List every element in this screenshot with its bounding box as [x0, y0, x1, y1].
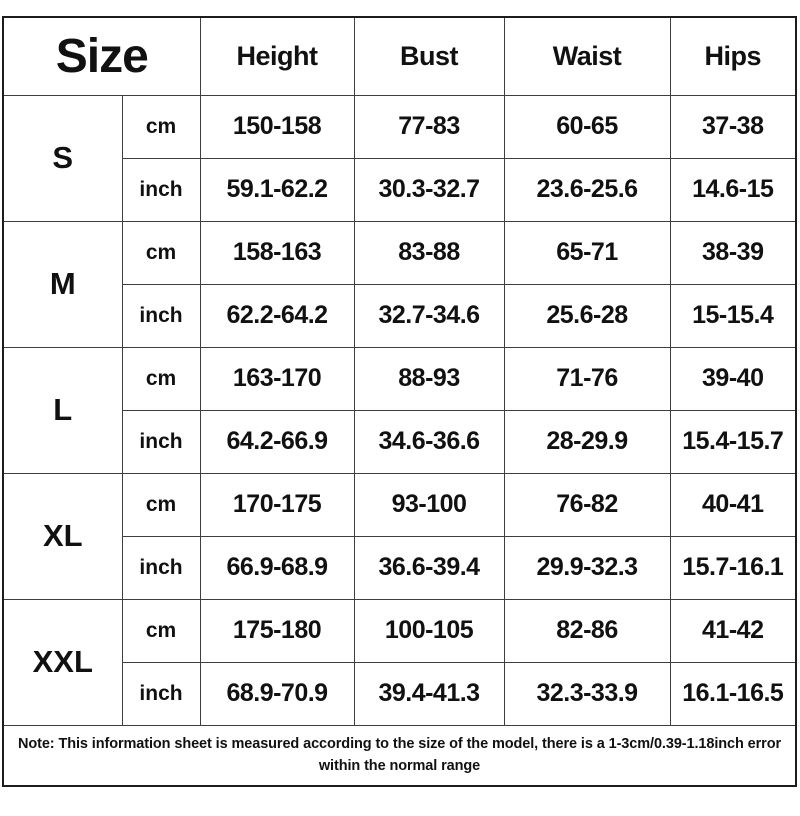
- value-cell: 38-39: [669, 220, 797, 285]
- value-cell: 83-88: [353, 220, 505, 285]
- value-cell: 71-76: [503, 346, 671, 411]
- table-row-xl-inch: inch 66.9-68.9 36.6-39.4 29.9-32.3 15.7-…: [3, 535, 797, 600]
- note: Note: This information sheet is measured…: [2, 724, 797, 787]
- size-label-xxl: XXL: [2, 598, 123, 726]
- value-cell: 14.6-15: [669, 157, 797, 222]
- value-cell: 39.4-41.3: [353, 661, 505, 726]
- unit-cell-inch: inch: [121, 283, 201, 348]
- size-label-s: S: [2, 94, 123, 222]
- table-row-xxl-inch: inch 68.9-70.9 39.4-41.3 32.3-33.9 16.1-…: [3, 661, 797, 726]
- value-cell: 15.4-15.7: [669, 409, 797, 474]
- size-chart-table: Size Height Bust Waist Hips S cm 150-158…: [2, 16, 798, 787]
- value-cell: 170-175: [199, 472, 355, 537]
- value-cell: 150-158: [199, 94, 355, 159]
- value-cell: 93-100: [353, 472, 505, 537]
- unit-cell-inch: inch: [121, 157, 201, 222]
- unit-cell-inch: inch: [121, 661, 201, 726]
- value-cell: 36.6-39.4: [353, 535, 505, 600]
- value-cell: 175-180: [199, 598, 355, 663]
- value-cell: 23.6-25.6: [503, 157, 671, 222]
- table-row-xxl-cm: XXL cm 175-180 100-105 82-86 41-42: [2, 598, 797, 726]
- table-row-m-inch: inch 62.2-64.2 32.7-34.6 25.6-28 15-15.4: [3, 283, 797, 348]
- size-label-l: L: [2, 346, 123, 474]
- table-row-l-inch: inch 64.2-66.9 34.6-36.6 28-29.9 15.4-15…: [3, 409, 797, 474]
- value-cell: 16.1-16.5: [669, 661, 797, 726]
- unit-cell-cm: cm: [121, 220, 201, 285]
- table-row-s-cm: S cm 150-158 77-83 60-65 37-38: [2, 94, 797, 222]
- column-header-height: Height: [199, 16, 355, 96]
- value-cell: 82-86: [503, 598, 671, 663]
- value-cell: 66.9-68.9: [199, 535, 355, 600]
- table-row-s-inch: inch 59.1-62.2 30.3-32.7 23.6-25.6 14.6-…: [3, 157, 797, 222]
- size-label-xl: XL: [2, 472, 123, 600]
- table-row-m-cm: M cm 158-163 83-88 65-71 38-39: [2, 220, 797, 348]
- value-cell: 62.2-64.2: [199, 283, 355, 348]
- unit-cell-cm: cm: [121, 94, 201, 159]
- value-cell: 15-15.4: [669, 283, 797, 348]
- value-cell: 34.6-36.6: [353, 409, 505, 474]
- unit-cell-inch: inch: [121, 535, 201, 600]
- value-cell: 76-82: [503, 472, 671, 537]
- column-header-hips: Hips: [669, 16, 797, 96]
- value-cell: 28-29.9: [503, 409, 671, 474]
- unit-cell-cm: cm: [121, 346, 201, 411]
- size-label-m: M: [2, 220, 123, 348]
- table-note-row: Note: This information sheet is measured…: [2, 724, 797, 787]
- value-cell: 30.3-32.7: [353, 157, 505, 222]
- value-cell: 59.1-62.2: [199, 157, 355, 222]
- size-header-cell: Size: [2, 16, 201, 96]
- table-row-xl-cm: XL cm 170-175 93-100 76-82 40-41: [2, 472, 797, 600]
- value-cell: 68.9-70.9: [199, 661, 355, 726]
- column-header-waist: Waist: [503, 16, 671, 96]
- value-cell: 39-40: [669, 346, 797, 411]
- value-cell: 163-170: [199, 346, 355, 411]
- value-cell: 60-65: [503, 94, 671, 159]
- unit-cell-inch: inch: [121, 409, 201, 474]
- value-cell: 88-93: [353, 346, 505, 411]
- column-header-bust: Bust: [353, 16, 505, 96]
- value-cell: 25.6-28: [503, 283, 671, 348]
- value-cell: 41-42: [669, 598, 797, 663]
- value-cell: 40-41: [669, 472, 797, 537]
- value-cell: 37-38: [669, 94, 797, 159]
- table-header-row: Size Height Bust Waist Hips: [2, 16, 797, 96]
- size-chart-page: Size Height Bust Waist Hips S cm 150-158…: [0, 16, 800, 816]
- value-cell: 15.7-16.1: [669, 535, 797, 600]
- value-cell: 65-71: [503, 220, 671, 285]
- value-cell: 158-163: [199, 220, 355, 285]
- value-cell: 29.9-32.3: [503, 535, 671, 600]
- unit-cell-cm: cm: [121, 472, 201, 537]
- value-cell: 100-105: [353, 598, 505, 663]
- value-cell: 32.7-34.6: [353, 283, 505, 348]
- table-row-l-cm: L cm 163-170 88-93 71-76 39-40: [2, 346, 797, 474]
- value-cell: 64.2-66.9: [199, 409, 355, 474]
- value-cell: 32.3-33.9: [503, 661, 671, 726]
- note-text: Note: This information sheet is measured…: [17, 735, 782, 775]
- unit-cell-cm: cm: [121, 598, 201, 663]
- value-cell: 77-83: [353, 94, 505, 159]
